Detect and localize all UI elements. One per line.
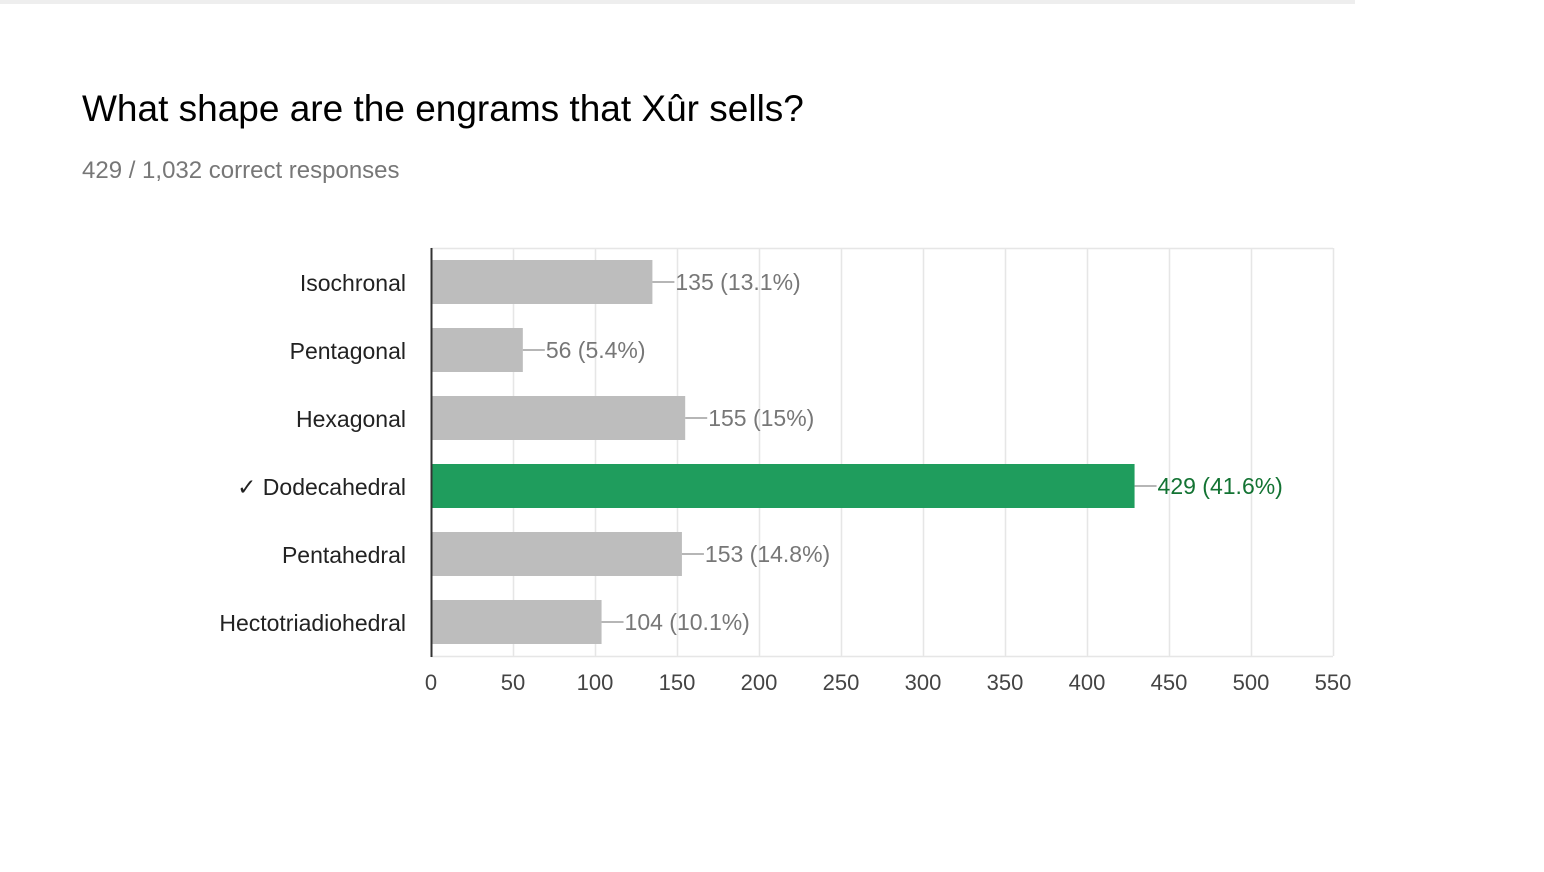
labels: 0 50 100 150 200 250 300 350 400 450 500 550 135 (13…: [219, 269, 1351, 695]
x-tick-label-100: 100: [577, 670, 614, 695]
x-tick-label-450: 450: [1151, 670, 1188, 695]
x-tick-label-0: 0: [425, 670, 437, 695]
question-title: What shape are the engrams that Xûr sell…: [82, 88, 804, 129]
top-divider: [0, 0, 1355, 4]
data-label-dodecahedral: 429 (41.6%): [1158, 473, 1283, 499]
data-label-hectotriadiohedral: 104 (10.1%): [625, 609, 750, 635]
x-tick-label-50: 50: [501, 670, 525, 695]
data-label-hexagonal: 155 (15%): [708, 405, 814, 431]
bar-hectotriadiohedral: [431, 600, 602, 644]
question-summary-card: What shape are the engrams that Xûr sell…: [0, 4, 1544, 872]
x-tick-label-550: 550: [1315, 670, 1352, 695]
x-tick-label-300: 300: [905, 670, 942, 695]
bar-pentahedral: [431, 532, 682, 576]
bar-pentagonal: [431, 328, 523, 372]
x-tick-label-400: 400: [1069, 670, 1106, 695]
x-tick-label-200: 200: [741, 670, 778, 695]
category-label-isochronal: Isochronal: [300, 270, 406, 296]
x-tick-label-250: 250: [823, 670, 860, 695]
category-label-pentagonal: Pentagonal: [290, 338, 406, 364]
bar-isochronal: [431, 260, 653, 304]
data-label-pentahedral: 153 (14.8%): [705, 541, 830, 567]
bar-hexagonal: [431, 396, 686, 440]
bar-dodecahedral: [431, 464, 1135, 508]
gridlines: [431, 247, 1335, 658]
x-tick-label-350: 350: [987, 670, 1024, 695]
data-label-isochronal: 135 (13.1%): [675, 269, 800, 295]
category-label-pentahedral: Pentahedral: [282, 542, 406, 568]
category-label-hexagonal: Hexagonal: [296, 406, 406, 432]
category-label-hectotriadiohedral: Hectotriadiohedral: [219, 610, 406, 636]
x-tick-label-500: 500: [1233, 670, 1270, 695]
data-label-pentagonal: 56 (5.4%): [546, 337, 646, 363]
x-tick-label-150: 150: [659, 670, 696, 695]
correct-responses-summary: 429 / 1,032 correct responses: [82, 157, 400, 184]
bars: [431, 260, 1135, 644]
category-label-dodecahedral: ✓ Dodecahedral: [237, 474, 406, 500]
